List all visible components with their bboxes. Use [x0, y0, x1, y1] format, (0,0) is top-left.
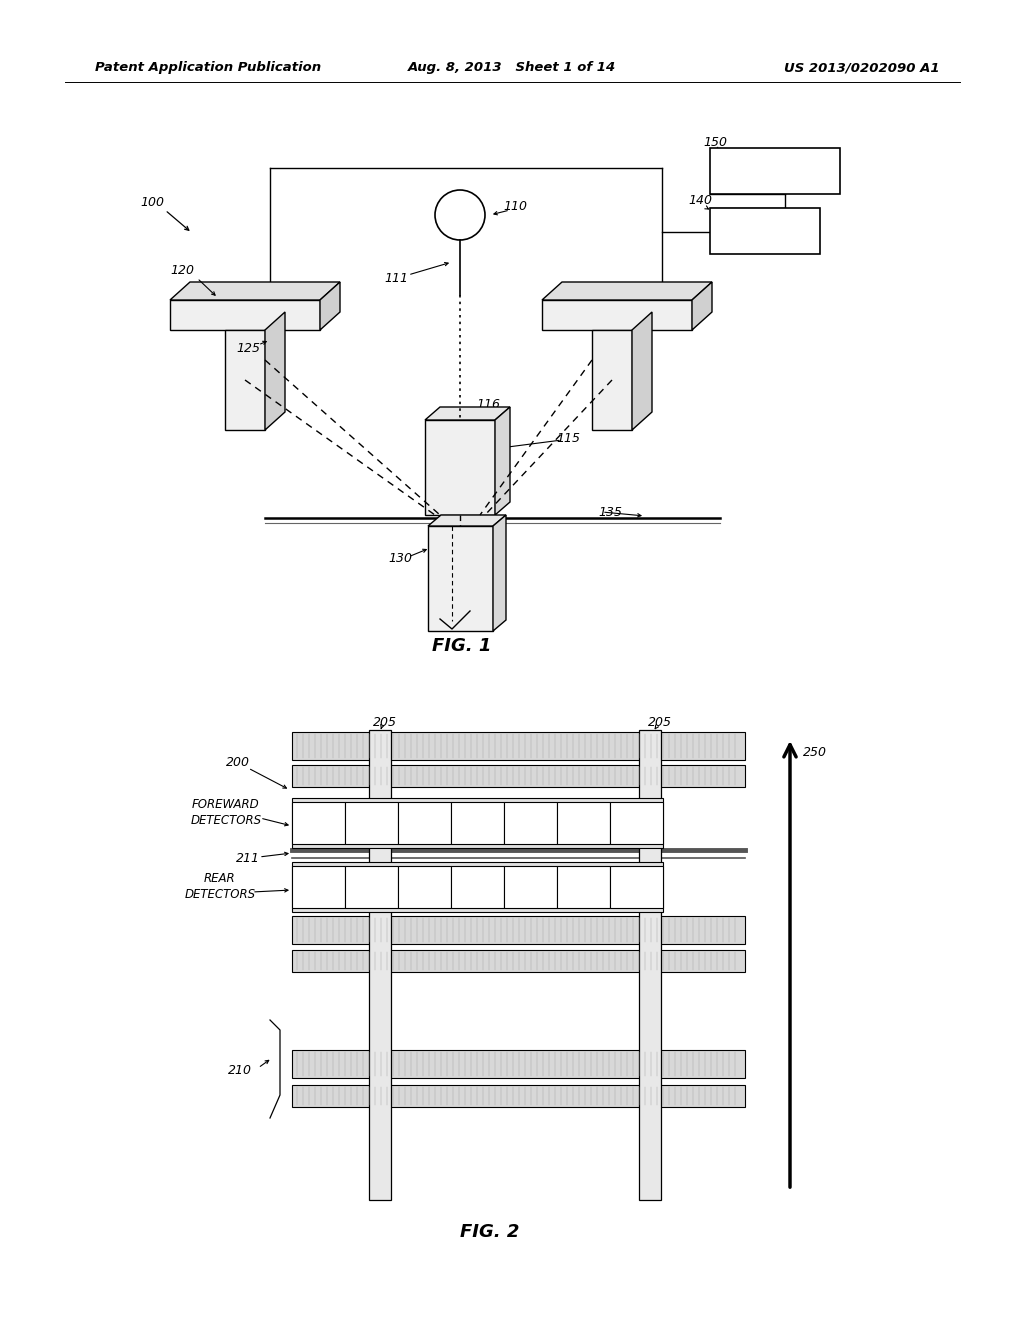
Bar — [557, 866, 610, 908]
Text: 205: 205 — [373, 715, 397, 729]
Bar — [292, 950, 745, 972]
Text: 120: 120 — [170, 264, 194, 276]
Text: FIG. 1: FIG. 1 — [432, 638, 492, 655]
Bar — [292, 862, 663, 912]
Text: 231: 231 — [360, 882, 382, 892]
Text: 234: 234 — [520, 882, 542, 892]
Text: 140: 140 — [688, 194, 712, 206]
Text: MONITOR: MONITOR — [743, 165, 807, 177]
Text: DETECTORS: DETECTORS — [184, 888, 256, 902]
Polygon shape — [428, 525, 493, 631]
Text: 225: 225 — [572, 818, 594, 828]
Text: CPU: CPU — [752, 224, 778, 238]
Text: 150: 150 — [703, 136, 727, 149]
Polygon shape — [542, 300, 692, 330]
Text: FOREWARD: FOREWARD — [193, 797, 260, 810]
Polygon shape — [428, 515, 506, 525]
Text: 100: 100 — [140, 195, 164, 209]
Text: 111: 111 — [384, 272, 408, 285]
Text: 135: 135 — [598, 506, 622, 519]
Bar — [610, 803, 663, 843]
Text: 220: 220 — [308, 818, 329, 828]
Text: 205: 205 — [648, 715, 672, 729]
Text: 115: 115 — [556, 432, 580, 445]
Bar — [292, 803, 345, 843]
Text: 211: 211 — [236, 851, 260, 865]
Polygon shape — [493, 515, 506, 631]
Polygon shape — [495, 407, 510, 515]
Polygon shape — [592, 330, 632, 430]
Text: DETECTORS: DETECTORS — [190, 813, 261, 826]
Bar — [292, 733, 745, 760]
Text: 235: 235 — [572, 882, 594, 892]
Text: REAR: REAR — [204, 871, 236, 884]
Text: 236: 236 — [626, 882, 647, 892]
Bar — [292, 916, 745, 944]
Text: FIG. 2: FIG. 2 — [461, 1224, 520, 1241]
Text: US 2013/0202090 A1: US 2013/0202090 A1 — [784, 62, 940, 74]
Bar — [292, 766, 745, 787]
Bar — [557, 803, 610, 843]
Text: 224: 224 — [520, 818, 542, 828]
Polygon shape — [225, 330, 265, 430]
Text: 210: 210 — [228, 1064, 252, 1077]
Polygon shape — [692, 282, 712, 330]
Bar — [398, 803, 451, 843]
Text: 230: 230 — [308, 882, 329, 892]
Text: 110: 110 — [503, 201, 527, 214]
Bar — [504, 866, 557, 908]
Bar — [369, 730, 391, 1200]
Text: 223: 223 — [467, 818, 488, 828]
Bar — [398, 866, 451, 908]
Polygon shape — [425, 420, 495, 515]
Polygon shape — [170, 300, 319, 330]
Text: 221: 221 — [360, 818, 382, 828]
Polygon shape — [425, 407, 510, 420]
Bar — [292, 799, 663, 847]
Text: 232: 232 — [414, 882, 435, 892]
Bar — [710, 209, 820, 253]
Bar — [292, 1049, 745, 1078]
Polygon shape — [632, 312, 652, 430]
Bar — [610, 866, 663, 908]
Text: Patent Application Publication: Patent Application Publication — [95, 62, 322, 74]
Text: Aug. 8, 2013   Sheet 1 of 14: Aug. 8, 2013 Sheet 1 of 14 — [408, 62, 616, 74]
Text: 250: 250 — [803, 746, 827, 759]
Text: 200: 200 — [226, 755, 250, 768]
Bar — [345, 803, 398, 843]
Bar — [504, 803, 557, 843]
Bar — [639, 730, 662, 1200]
Bar — [292, 1085, 745, 1107]
Text: 125: 125 — [236, 342, 260, 355]
Polygon shape — [265, 312, 285, 430]
Text: 226: 226 — [626, 818, 647, 828]
Bar — [292, 866, 345, 908]
Bar — [451, 866, 504, 908]
Polygon shape — [542, 282, 712, 300]
Bar — [710, 148, 840, 194]
Bar — [451, 803, 504, 843]
Text: 116: 116 — [476, 399, 500, 412]
Text: 222: 222 — [414, 818, 435, 828]
Text: 130: 130 — [388, 552, 412, 565]
Text: 233: 233 — [467, 882, 488, 892]
Bar — [345, 866, 398, 908]
Polygon shape — [319, 282, 340, 330]
Polygon shape — [170, 282, 340, 300]
